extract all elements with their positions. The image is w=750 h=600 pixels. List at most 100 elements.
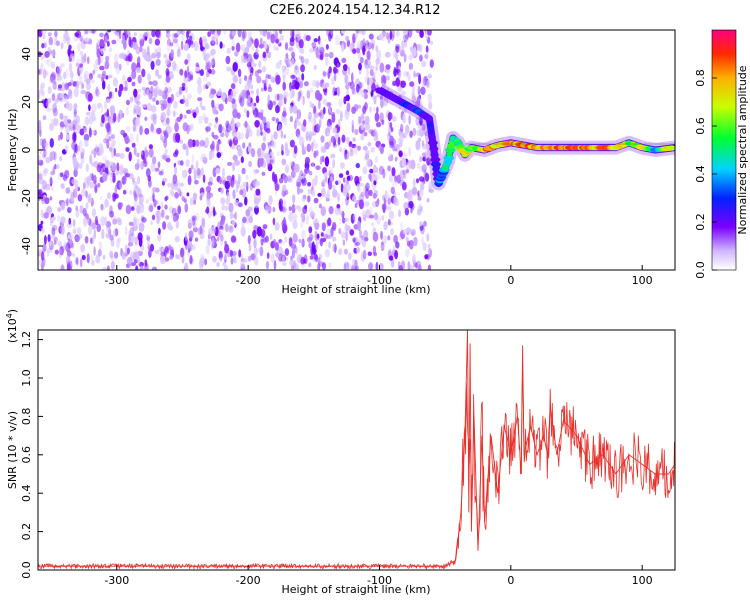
signal-blob — [430, 157, 441, 163]
spectrogram-speckle — [148, 148, 154, 158]
spectrogram-speckle — [256, 226, 262, 237]
spectrogram-speckle — [394, 68, 401, 73]
spectrogram-speckle — [359, 229, 363, 239]
spectrogram-speckle — [225, 55, 231, 65]
spectrogram-speckle — [331, 76, 335, 86]
spectrogram-speckle — [419, 117, 423, 126]
spectrogram-speckle — [302, 194, 307, 200]
spectrogram-speckle — [160, 251, 166, 257]
spectrogram-speckle — [331, 113, 336, 123]
spectrogram-speckle — [128, 151, 132, 162]
spectrogram-speckle — [400, 123, 404, 133]
spectrogram-speckle — [295, 128, 301, 138]
spectrogram-speckle — [346, 102, 351, 112]
spectrogram-speckle — [364, 76, 368, 84]
spectrogram-speckle — [129, 172, 134, 180]
spectrogram-speckle — [157, 74, 162, 80]
spectrogram-speckle — [364, 115, 368, 122]
spectrogram-speckle — [133, 201, 139, 208]
spectrogram-speckle — [313, 150, 317, 159]
spectrogram-speckle — [252, 229, 257, 239]
spectrogram-speckle — [66, 100, 70, 110]
spectrogram-speckle — [256, 75, 262, 84]
spectrogram-speckle — [275, 61, 281, 70]
spectrogram-speckle — [379, 146, 384, 155]
spectrogram-speckle — [282, 223, 288, 233]
spectrogram-speckle — [346, 261, 350, 269]
spectrogram-speckle — [137, 187, 141, 193]
spectrogram-speckle — [317, 257, 321, 264]
spectrogram-speckle — [100, 204, 106, 211]
spectrogram-speckle — [60, 216, 66, 224]
spectrogram-speckle — [183, 76, 189, 83]
spectrogram-speckle — [218, 250, 223, 261]
spectrogram-speckle — [291, 79, 298, 87]
spectrogram-speckle — [78, 66, 84, 72]
spectrogram-speckle — [133, 146, 137, 156]
spectrogram-speckle — [166, 43, 171, 52]
spectrogram-speckle — [423, 220, 427, 227]
spectrogram-speckle — [167, 32, 171, 38]
spectrogram-speckle — [274, 30, 278, 41]
spectrogram-speckle — [360, 123, 365, 131]
spectrogram-speckle — [99, 39, 105, 47]
spectrogram-speckle — [398, 72, 401, 79]
spectrogram-speckle — [180, 40, 184, 51]
spectrogram-speckle — [400, 80, 407, 88]
spectrogram-speckle — [89, 181, 95, 189]
spectrogram-speckle — [177, 205, 182, 215]
spectrogram-speckle — [338, 227, 342, 235]
spectrogram-speckle — [391, 34, 394, 42]
spectrogram-speckle — [389, 30, 393, 40]
spectrogram-speckle — [168, 70, 174, 79]
spectrogram-speckle — [395, 241, 400, 249]
spectrogram-speckle — [367, 84, 372, 94]
spectrogram-speckle — [395, 77, 401, 87]
spectrogram-speckle — [58, 248, 62, 258]
spectrogram-speckle — [45, 183, 51, 191]
spectrogram-speckle — [229, 226, 233, 231]
spectrogram-speckle — [48, 205, 51, 216]
spectrogram-speckle — [67, 119, 72, 124]
spectrogram-speckle — [145, 31, 150, 37]
spectrogram-speckle — [126, 60, 130, 66]
spectrogram-speckle — [187, 219, 193, 229]
spectrogram-speckle — [240, 31, 245, 42]
spectrogram-speckle — [297, 96, 301, 102]
spectrogram-speckle — [405, 162, 411, 169]
spectrogram-speckle — [332, 143, 338, 148]
spectrogram-speckle — [252, 179, 256, 186]
spectrogram-speckle — [250, 66, 254, 74]
spectrogram-speckle — [216, 261, 220, 267]
spectrogram-speckle — [126, 204, 130, 214]
spectrogram-speckle — [183, 114, 187, 119]
spectrogram-speckle — [320, 146, 327, 153]
spectrogram-speckle — [161, 209, 165, 219]
spectrogram-speckle — [58, 84, 62, 89]
spectrogram-speckle — [244, 46, 250, 54]
spectrogram-speckle — [160, 257, 166, 265]
spectrogram-speckle — [146, 238, 151, 248]
spectrogram-speckle — [54, 98, 58, 105]
spectrogram-speckle — [355, 162, 360, 169]
spectrogram-speckle — [64, 31, 69, 42]
spectrogram-speckle — [262, 224, 268, 230]
spectrogram-speckle — [146, 88, 150, 97]
spectrogram-speckle — [82, 182, 86, 190]
spectrogram-speckle — [105, 55, 110, 62]
spectrogram-speckle — [357, 40, 362, 49]
spectrogram-speckle — [156, 127, 162, 135]
spectrogram-speckle — [133, 108, 137, 115]
spectrogram-speckle — [328, 140, 332, 147]
spectrogram-speckle — [38, 189, 43, 199]
snr-y-ticks: 0.00.20.40.60.81.01.2 — [20, 331, 43, 579]
spectrogram-speckle — [97, 103, 101, 110]
spectrogram-speckle — [199, 69, 205, 76]
spectrogram-speckle — [136, 133, 139, 144]
spectrogram-speckle — [253, 196, 260, 206]
spectrogram-speckle — [314, 218, 319, 224]
spectrogram-speckle — [231, 102, 237, 110]
spectrogram-speckle — [249, 70, 254, 76]
spectrogram-speckle — [254, 203, 259, 209]
